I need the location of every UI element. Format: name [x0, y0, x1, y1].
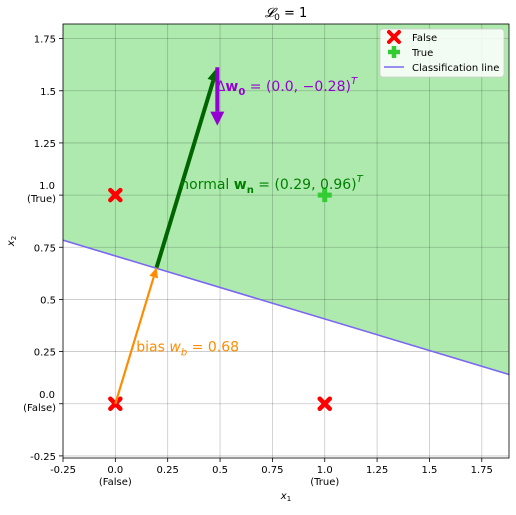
y-tick-sublabel: (True): [27, 194, 56, 205]
x-tick-label: 0.25: [157, 465, 179, 476]
y-tick-label: 1.75: [34, 35, 56, 46]
classification-line: [63, 239, 509, 376]
plot-frame: [62, 23, 510, 459]
bias-vector-shaft: [114, 276, 155, 405]
delta-annotation: Δw0 = (0.0, −0.28)T: [216, 76, 358, 98]
x-tick-label: 0.75: [261, 465, 283, 476]
x-tick-label: -0.25: [50, 465, 76, 476]
legend-box: [379, 28, 505, 78]
false-point: [108, 187, 123, 203]
true-point: [317, 188, 332, 203]
legend-marker-true: [388, 46, 400, 58]
legend-marker-false: [387, 30, 401, 44]
false-point-stroke: [317, 396, 332, 411]
y-tick-label: 0.75: [34, 243, 56, 254]
legend: False True Classification line: [379, 28, 505, 78]
y-tick-sublabel: (False): [23, 403, 56, 414]
y-tick-label: 1.5: [40, 87, 56, 98]
x-tick-label: 0.5: [212, 465, 228, 476]
y-tick-label: -0.25: [30, 452, 56, 463]
y-tick-label: 0.5: [40, 295, 56, 306]
y-tick-label: 0.0: [39, 390, 55, 401]
normal-annotation: normal wn = (0.29, 0.96)T: [180, 174, 363, 196]
x-tick-label: 1.0: [317, 465, 333, 476]
delta-vector: [210, 67, 225, 126]
x-tick-sublabel: (True): [310, 477, 339, 488]
bias-annotation: bias wb = 0.68: [136, 340, 239, 359]
true-region: [63, 24, 509, 375]
false-point-stroke: [108, 187, 123, 203]
x-tick-label: 0.0: [107, 465, 123, 476]
bias-vector-head: [149, 267, 159, 279]
x-tick-label: 1.5: [421, 465, 437, 476]
y-tick-label: 0.25: [34, 348, 56, 359]
x-axis-label: x1: [280, 491, 291, 503]
x-tick-label: 1.75: [471, 465, 493, 476]
x-tick-sublabel: (False): [99, 477, 132, 488]
legend-label-false: False: [412, 33, 437, 44]
y-tick-label: 1.0: [39, 181, 55, 192]
bias-vector: [114, 267, 159, 405]
legend-label-true: True: [411, 48, 433, 59]
y-axis-label: x2: [6, 236, 18, 247]
false-point: [317, 396, 332, 411]
chart-title: 𝓛0 = 1: [265, 6, 308, 23]
y-tick-label: 1.25: [34, 139, 56, 150]
delta-vector-head: [210, 111, 225, 126]
legend-label-classification-line: Classification line: [412, 63, 499, 74]
normal-vector-shaft: [154, 80, 216, 269]
x-tick-label: 1.25: [366, 465, 388, 476]
